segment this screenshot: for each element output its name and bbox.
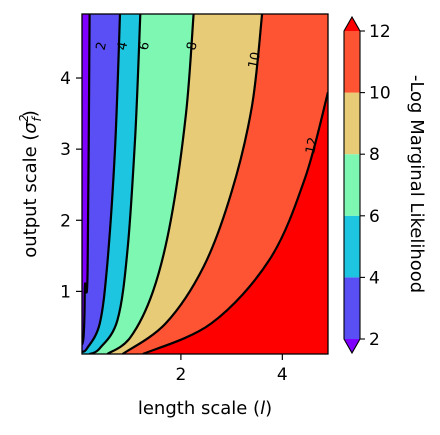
colorbar-tick-label: 12 (369, 22, 391, 42)
plot-area: 2 4 6 8 10 12 (81, 13, 329, 355)
colorbar: 2 4 6 8 10 12 (343, 15, 391, 355)
contour-line-6 (89, 14, 142, 354)
contour-label-12: 12 (303, 136, 321, 155)
plot-frame (81, 13, 329, 355)
y-tick-label: 4 (60, 69, 71, 89)
y-tick-label: 2 (60, 211, 71, 231)
contour-bands (82, 14, 328, 354)
colorbar-segment (344, 277, 360, 339)
contour-line-2 (82, 14, 91, 346)
contour-band-12 (142, 92, 328, 354)
y-tick-label: 3 (60, 140, 71, 160)
y-axis: 1 2 3 4 (60, 69, 82, 302)
contour-line-12 (142, 91, 328, 354)
colorbar-tick-label: 10 (369, 84, 391, 104)
contour-label-10: 10 (246, 51, 264, 70)
colorbar-segment (344, 215, 360, 278)
colorbar-segment (344, 31, 360, 93)
contour-line-8 (106, 14, 195, 354)
contour-labels: 2 4 6 8 10 12 (94, 41, 322, 156)
contour-lines (82, 14, 328, 354)
contour-label-4: 4 (115, 41, 131, 52)
contour-line-4 (82, 14, 122, 353)
contour-label-8: 8 (184, 41, 200, 52)
y-tick-label: 1 (60, 282, 71, 302)
colorbar-tick-label: 6 (369, 207, 380, 227)
x-tick-label: 2 (175, 365, 186, 385)
colorbar-extend-high (344, 17, 360, 31)
colorbar-tick-label: 4 (369, 268, 380, 288)
contour-label-6: 6 (137, 41, 153, 52)
colorbar-segment (344, 92, 360, 155)
colorbar-tick-label: 2 (369, 330, 380, 350)
colorbar-extend-low (344, 339, 360, 353)
colorbar-label: -Log Marginal Likelihood (406, 75, 427, 293)
colorbar-segment (344, 154, 360, 216)
y-axis-label: output scale (σ2f) (17, 110, 44, 258)
x-tick-label: 4 (277, 365, 288, 385)
x-axis-label: length scale (l) (138, 398, 272, 419)
colorbar-tick-label: 8 (369, 145, 380, 165)
contour-line-10 (121, 14, 264, 354)
contour-label-2: 2 (94, 41, 110, 52)
